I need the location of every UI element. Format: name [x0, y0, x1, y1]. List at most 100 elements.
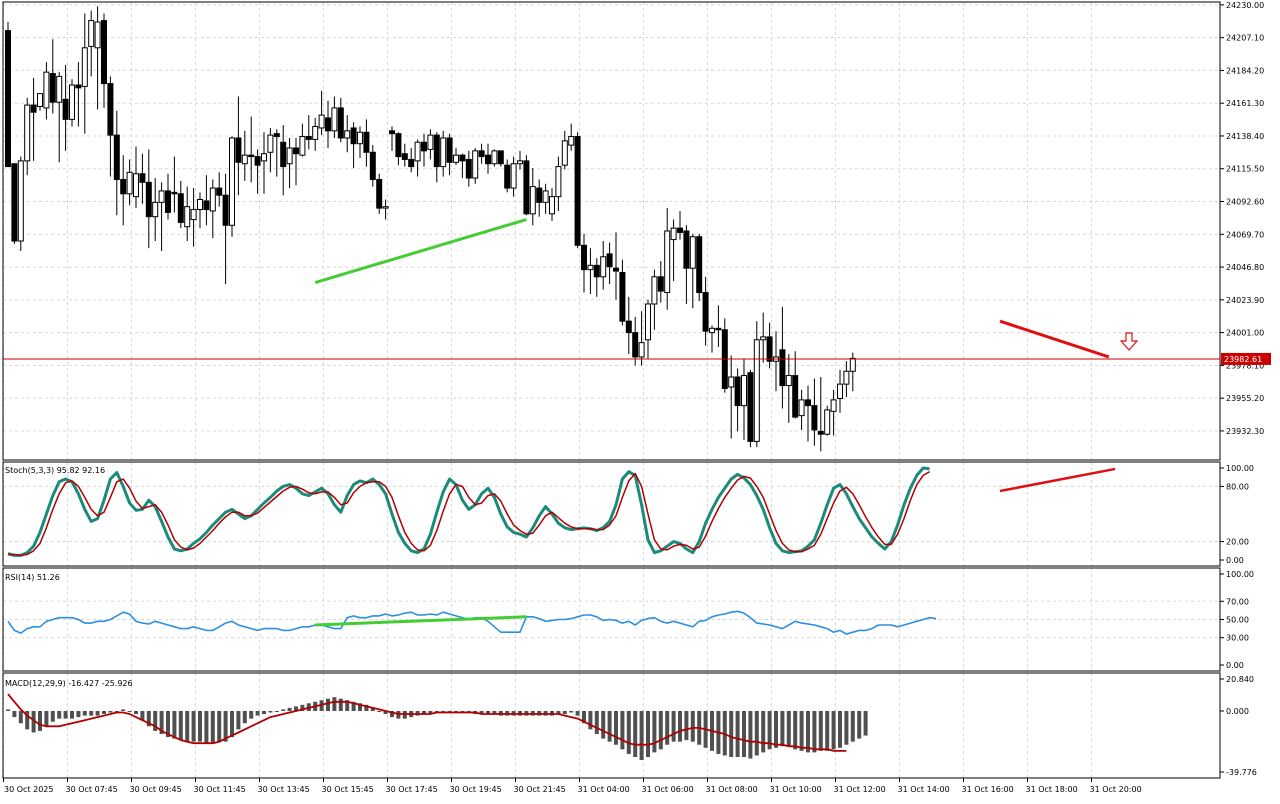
- candle-body: [120, 178, 127, 195]
- candle: [773, 331, 779, 392]
- macd-bar: [274, 710, 279, 712]
- stochastic-panel[interactable]: [7, 466, 1116, 557]
- candle-body: [241, 154, 248, 165]
- candle: [843, 361, 850, 398]
- macd-bar: [12, 710, 17, 718]
- price-tick-label: 24023.90: [1226, 296, 1264, 305]
- panel-tick-label: 100.00: [1226, 570, 1254, 579]
- candle-body: [376, 178, 383, 209]
- candle: [273, 129, 280, 177]
- price-tick-label: 24230.00: [1226, 1, 1264, 10]
- candle-body: [734, 376, 741, 407]
- candle: [177, 180, 184, 229]
- candle-body: [696, 236, 703, 294]
- macd-bar: [159, 710, 164, 734]
- candle: [523, 155, 530, 216]
- macd-bar: [114, 710, 119, 712]
- candle-body: [24, 104, 31, 162]
- time-label: 31 Oct 16:00: [962, 785, 1014, 794]
- candle-body: [75, 84, 82, 89]
- candle-body: [555, 166, 562, 198]
- macd-bar: [690, 710, 695, 742]
- time-label: 30 Oct 07:45: [66, 785, 118, 794]
- candle: [459, 153, 466, 179]
- time-label: 31 Oct 12:00: [834, 785, 886, 794]
- macd-bar: [831, 710, 836, 750]
- candle: [408, 147, 415, 173]
- candle-body: [427, 134, 434, 150]
- candle-body: [56, 75, 63, 103]
- candle-body: [536, 187, 543, 203]
- candle: [120, 155, 127, 226]
- macd-bar: [172, 710, 177, 739]
- macd-bar: [63, 710, 68, 719]
- candle-body: [798, 399, 805, 417]
- macd-bar: [44, 710, 49, 727]
- candle-body: [62, 98, 69, 120]
- macd-bar: [799, 710, 804, 751]
- candle: [133, 146, 139, 209]
- candle: [753, 321, 760, 448]
- macd-bar: [287, 707, 292, 711]
- macd-bar: [620, 710, 625, 750]
- candle: [11, 163, 18, 244]
- macd-bar: [364, 704, 369, 711]
- macd-bar: [633, 710, 638, 758]
- price-tick-label: 24092.60: [1226, 198, 1264, 207]
- candle-body: [171, 191, 178, 195]
- candle-body: [389, 130, 395, 135]
- rsi-panel[interactable]: [7, 610, 937, 635]
- candle: [152, 178, 159, 242]
- macd-bar: [25, 710, 30, 730]
- time-label: 30 Oct 21:45: [514, 785, 566, 794]
- rsi-label: RSI(14) 51.26: [5, 573, 60, 582]
- panel-tick-label: 70.00: [1226, 597, 1249, 606]
- candle-body: [625, 320, 632, 334]
- candle-body: [126, 171, 133, 195]
- macd-bar: [6, 709, 10, 711]
- candle-body: [11, 163, 18, 242]
- candle: [689, 233, 696, 309]
- macd-bar: [345, 700, 350, 711]
- candle: [632, 316, 639, 366]
- macd-bar: [556, 710, 561, 715]
- candle: [440, 130, 447, 177]
- candle: [414, 139, 421, 177]
- macd-bar: [850, 710, 855, 742]
- macd-bar: [761, 710, 766, 753]
- candle-body: [421, 141, 427, 152]
- candle-body: [363, 131, 370, 153]
- macd-bar: [18, 710, 23, 724]
- candle-body: [485, 154, 491, 165]
- macd-bar: [326, 698, 330, 711]
- macd-bar: [594, 710, 599, 734]
- macd-frame: [2, 672, 1221, 779]
- panel-tick-label: 20.840: [1226, 675, 1254, 684]
- macd-bar: [562, 710, 567, 715]
- panel-tick-label: 50.00: [1226, 616, 1249, 625]
- macd-panel[interactable]: [6, 693, 868, 761]
- candle: [433, 132, 440, 183]
- candle-body: [677, 227, 683, 233]
- candle: [504, 159, 511, 193]
- candle: [145, 149, 152, 249]
- candle-body: [478, 150, 485, 158]
- candle-body: [209, 187, 216, 212]
- macd-bar: [588, 710, 593, 730]
- candle-body: [638, 342, 645, 358]
- candle: [216, 172, 223, 207]
- price-tick-label: 24184.20: [1226, 66, 1264, 75]
- candle: [158, 182, 165, 252]
- candle: [203, 175, 210, 226]
- macd-bar: [166, 710, 170, 738]
- macd-bar: [127, 710, 132, 712]
- candle: [5, 22, 11, 168]
- candle-body: [715, 327, 722, 331]
- candle-body: [43, 71, 50, 109]
- candle-body: [293, 147, 299, 155]
- candle-body: [779, 349, 786, 387]
- price-panel[interactable]: [3, 6, 1220, 452]
- macd-bar: [358, 703, 362, 711]
- candle: [62, 64, 69, 151]
